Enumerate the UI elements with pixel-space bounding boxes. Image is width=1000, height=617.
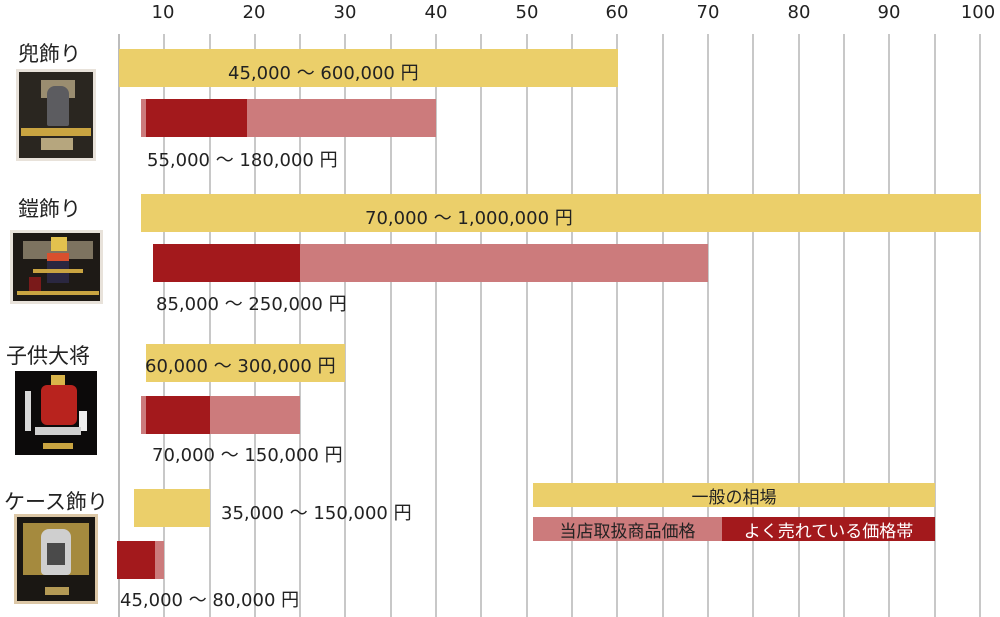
- category-label: ケース飾り: [4, 490, 108, 514]
- yoroi-image: [10, 230, 103, 304]
- general-range-bar: [119, 49, 618, 87]
- x-tick-label: 50: [515, 2, 539, 23]
- legend-best-selling-label: よく売れている価格帯: [743, 521, 914, 542]
- gridline: [526, 34, 528, 617]
- x-tick-label: 70: [696, 2, 720, 23]
- gridline: [571, 34, 573, 617]
- shop-range-label: 45,000 〜 80,000 円: [120, 590, 300, 611]
- general-range-label: 45,000 〜 600,000 円: [228, 63, 419, 84]
- legend-shop-label: 当店取扱商品価格: [559, 521, 696, 542]
- gridline: [979, 34, 981, 617]
- gridline: [888, 34, 890, 617]
- gridline: [616, 34, 618, 617]
- x-tick-label: 90: [877, 2, 901, 23]
- gridline: [435, 34, 437, 617]
- shop-range-label: 85,000 〜 250,000 円: [156, 294, 347, 315]
- x-tick-label: 100: [960, 2, 996, 23]
- gridline: [707, 34, 709, 617]
- gridline: [299, 34, 301, 617]
- gridline: [344, 34, 346, 617]
- shop-range-label: 55,000 〜 180,000 円: [147, 150, 338, 171]
- legend-best-selling: よく売れている価格帯: [722, 517, 935, 542]
- general-range-bar: [141, 194, 981, 232]
- general-range-label: 35,000 〜 150,000 円: [221, 503, 412, 524]
- case-image: [14, 514, 98, 604]
- gridline: [390, 34, 392, 617]
- kodomo-taisho-image: [12, 368, 100, 458]
- best-selling-bar: [153, 244, 300, 282]
- kabuto-image: [16, 69, 96, 161]
- x-tick-label: 60: [605, 2, 629, 23]
- general-range-label: 70,000 〜 1,000,000 円: [365, 208, 573, 229]
- legend-general: 一般の相場: [533, 483, 935, 508]
- best-selling-bar: [146, 396, 210, 434]
- best-selling-bar: [117, 541, 155, 579]
- legend-general-label: 一般の相場: [691, 487, 777, 508]
- gridline: [752, 34, 754, 617]
- category-label: 鎧飾り: [18, 197, 81, 221]
- x-tick-label: 20: [242, 2, 266, 23]
- gridline: [798, 34, 800, 617]
- gridline: [209, 34, 211, 617]
- gridline: [843, 34, 845, 617]
- x-tick-label: 40: [424, 2, 448, 23]
- category-label: 兜飾り: [18, 42, 81, 66]
- general-range-bar: [134, 489, 210, 527]
- gridline: [480, 34, 482, 617]
- general-range-bar: [146, 344, 345, 382]
- legend-shop: 当店取扱商品価格: [533, 517, 722, 542]
- gridline: [934, 34, 936, 617]
- x-tick-label: 80: [787, 2, 811, 23]
- general-range-label: 60,000 〜 300,000 円: [145, 356, 336, 377]
- x-tick-label: 10: [151, 2, 175, 23]
- gridline: [254, 34, 256, 617]
- shop-range-label: 70,000 〜 150,000 円: [152, 445, 343, 466]
- x-tick-label: 30: [333, 2, 357, 23]
- best-selling-bar: [146, 99, 247, 137]
- y-axis-line: [118, 34, 120, 617]
- gridline: [662, 34, 664, 617]
- category-label: 子供大将: [6, 344, 90, 368]
- gridline: [163, 34, 165, 617]
